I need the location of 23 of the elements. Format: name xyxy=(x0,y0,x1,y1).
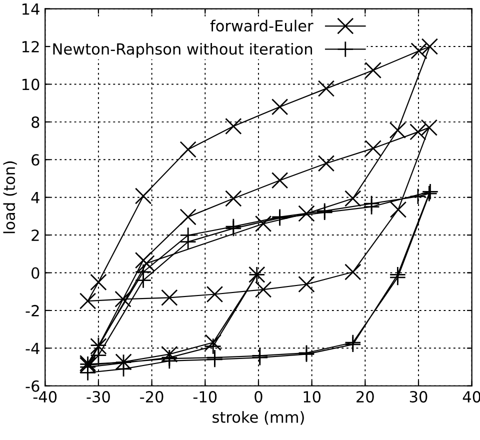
legend-label: Newton-Raphson without iteration xyxy=(53,42,312,58)
x-tick-label: 0 xyxy=(254,391,262,403)
x-axis-title: stroke (mm) xyxy=(212,411,304,425)
legend-label: forward-Euler xyxy=(210,20,314,32)
x-tick-label: 30 xyxy=(410,391,428,403)
y-tick-label: 12 xyxy=(22,40,39,52)
x-tick-label: -10 xyxy=(193,391,217,403)
x-tick-label: 10 xyxy=(304,391,321,403)
y-tick-label: 4 xyxy=(31,192,40,204)
y-axis-title: load (ton) xyxy=(3,161,17,234)
y-tick-label: 6 xyxy=(32,154,40,166)
x-tick-label: -30 xyxy=(86,391,110,403)
y-tick-label: 8 xyxy=(32,116,40,128)
y-tick-label: 0 xyxy=(32,267,40,279)
y-tick-label: 14 xyxy=(22,3,40,15)
y-tick-label: 10 xyxy=(22,78,40,90)
x-tick-label: -20 xyxy=(140,391,164,403)
y-tick-label: -2 xyxy=(26,304,39,316)
y-tick-label: -6 xyxy=(26,380,40,392)
x-tick-label: 20 xyxy=(356,391,374,403)
y-tick-label: -4 xyxy=(26,342,40,354)
x-tick-label: -40 xyxy=(33,391,57,403)
y-tick-label: 2 xyxy=(32,230,39,241)
